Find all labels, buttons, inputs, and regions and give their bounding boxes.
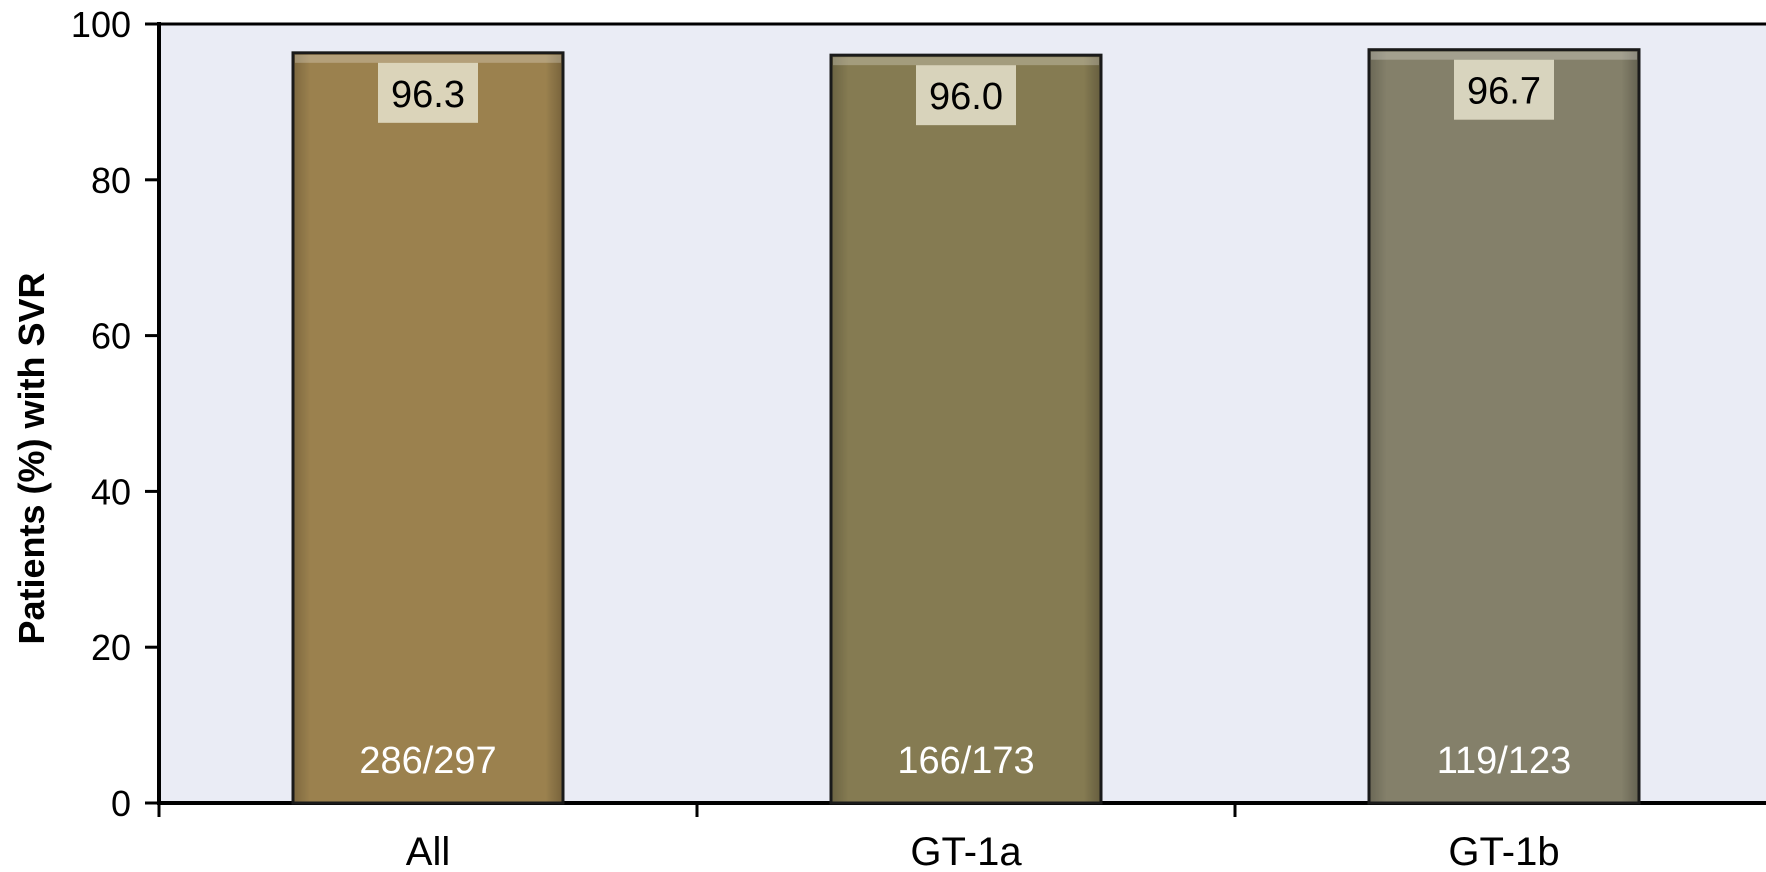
y-tick-label: 100 bbox=[71, 4, 131, 45]
value-label: 96.7 bbox=[1467, 71, 1541, 113]
bar-top-bevel bbox=[295, 54, 561, 63]
fraction-label: 286/297 bbox=[359, 740, 496, 782]
x-axis: All GT-1a GT-1b bbox=[157, 801, 1766, 872]
y-tick-label: 60 bbox=[91, 316, 131, 357]
x-tick-label: All bbox=[406, 830, 450, 872]
value-label-box bbox=[1454, 59, 1554, 120]
fraction-label: 119/123 bbox=[1437, 740, 1572, 782]
y-tick-label: 0 bbox=[111, 783, 131, 824]
bars: 96.3 286/297 96.0 166/173 96.7 119/123 bbox=[291, 48, 1641, 805]
y-axis: 0 20 40 60 80 100 bbox=[71, 4, 1766, 824]
x-tick-label: GT-1b bbox=[1448, 830, 1559, 872]
x-tick-label: GT-1a bbox=[910, 830, 1022, 872]
bar-top-bevel bbox=[833, 57, 1099, 66]
bar-shading bbox=[1370, 51, 1638, 802]
y-tick-label: 40 bbox=[91, 471, 131, 512]
value-label: 96.3 bbox=[391, 74, 465, 116]
value-label-box bbox=[916, 65, 1016, 126]
bar-shading bbox=[832, 56, 1100, 802]
y-axis-title: Patients (%) with SVR bbox=[11, 272, 52, 644]
bar-top-bevel bbox=[1371, 51, 1637, 60]
bar-shading bbox=[294, 54, 562, 802]
y-tick-label: 20 bbox=[91, 627, 131, 668]
value-label-box bbox=[378, 62, 478, 123]
fraction-label: 166/173 bbox=[897, 740, 1034, 782]
y-tick-label: 80 bbox=[91, 160, 131, 201]
value-label: 96.0 bbox=[929, 76, 1003, 118]
